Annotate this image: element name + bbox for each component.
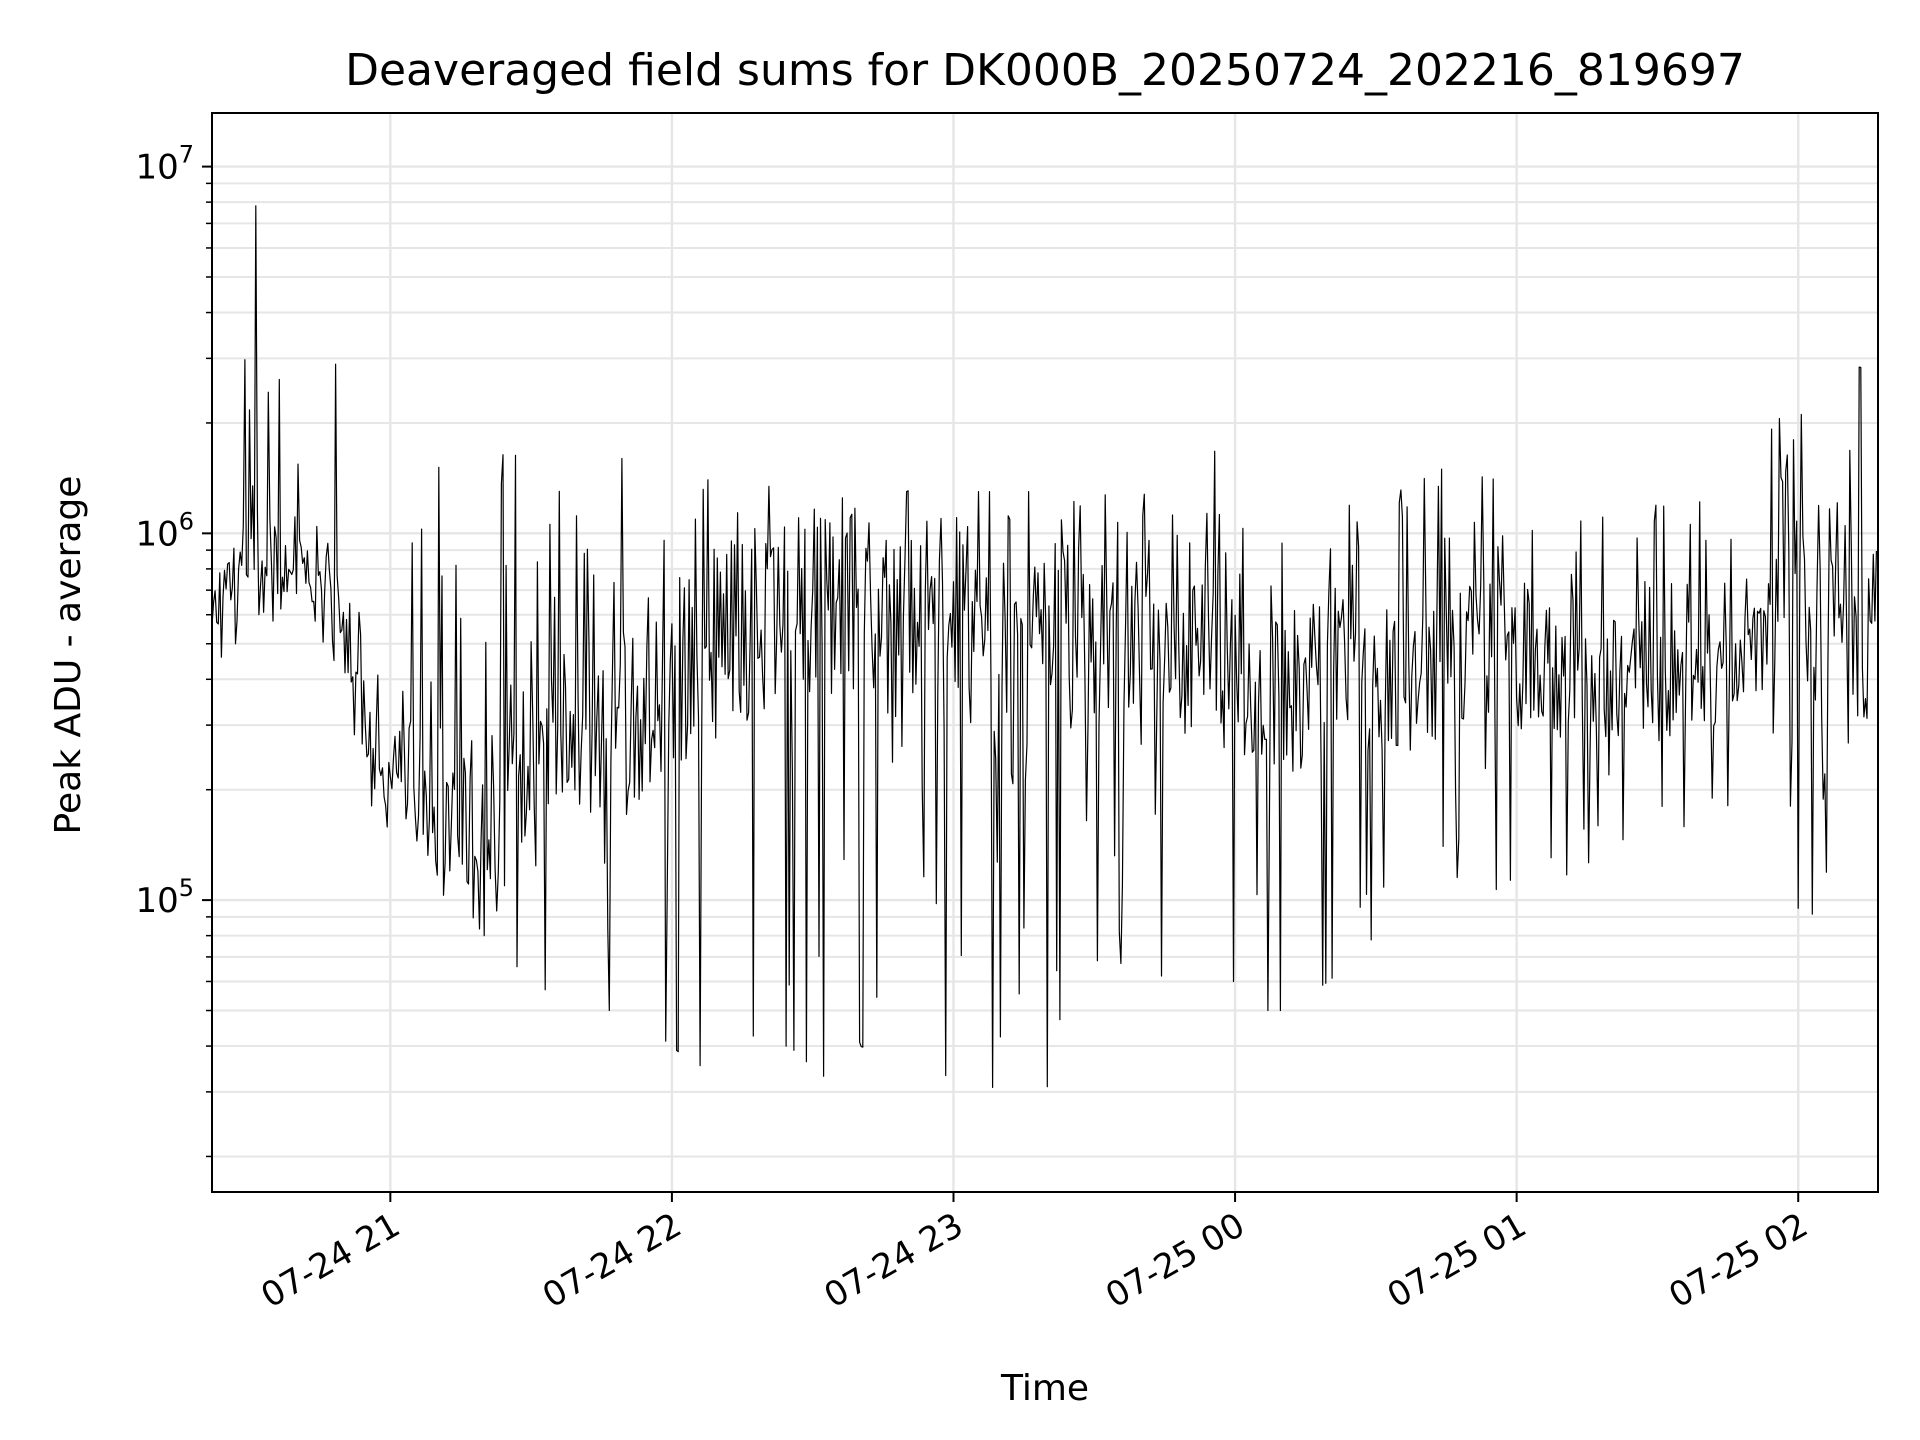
y-tick-label: 107: [135, 141, 194, 188]
y-tick-label: 105: [135, 874, 194, 921]
plot-frame: [211, 112, 1879, 1193]
chart-title: Deaveraged field sums for DK000B_2025072…: [345, 45, 1745, 96]
x-axis-label: Time: [1000, 1368, 1089, 1409]
series-line: [211, 205, 1877, 1089]
data-series: [211, 205, 1877, 1089]
y-axis-label: Peak ADU - average: [48, 476, 89, 835]
y-tick-label: 106: [135, 507, 194, 554]
